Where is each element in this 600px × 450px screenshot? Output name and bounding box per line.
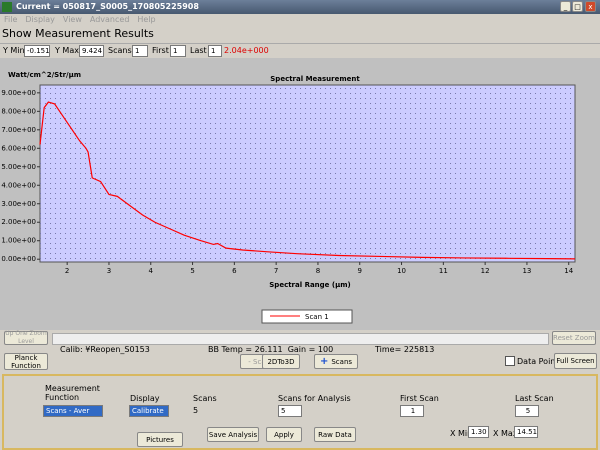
last-scan[interactable]: 5 <box>515 405 539 417</box>
time: Time= 225813 <box>375 345 435 354</box>
label: X Min <box>450 429 473 438</box>
up-zoom[interactable]: Up One Zoom Level <box>4 330 48 345</box>
series-line <box>39 101 576 260</box>
x-tick-label: 6 <box>232 267 237 275</box>
x-tick-label: 5 <box>190 267 194 275</box>
menu-item[interactable]: View <box>62 15 82 24</box>
menu-item[interactable]: Display <box>25 15 55 24</box>
maximize[interactable]: □ <box>572 1 583 12</box>
app-icon <box>2 2 12 12</box>
y-max[interactable]: 9.424 <box>79 45 104 57</box>
plus-scans-label: Scans <box>331 357 353 366</box>
y-min[interactable]: -0.151 <box>24 45 50 57</box>
title-bar <box>0 0 600 14</box>
x-tick-label: 9 <box>358 267 362 275</box>
plot-dots <box>40 85 575 262</box>
legend <box>261 309 353 324</box>
to-3d[interactable]: 2DTo3D <box>262 354 300 369</box>
analysis[interactable]: 5 <box>278 405 302 417</box>
y-tick-label: 1.00e+00 <box>1 237 36 245</box>
x-tick-label: 7 <box>274 267 278 275</box>
calib: Calib: ¥Reopen_S0153 <box>60 345 150 354</box>
x-tick-label: 11 <box>439 267 448 275</box>
label: Scans <box>108 46 132 55</box>
label: Last <box>190 46 207 55</box>
y-tick-label: 5.00e+00 <box>1 163 36 171</box>
first-scan[interactable]: 1 <box>400 405 424 417</box>
label: First Scan <box>400 394 439 403</box>
scans[interactable]: 1 <box>132 45 148 57</box>
reset-zoom[interactable]: Reset Zoom <box>552 331 596 345</box>
y-tick-label: 4.00e+00 <box>1 181 36 189</box>
toolbar <box>0 43 600 59</box>
minimize[interactable]: _ <box>560 1 571 12</box>
data-points: Data Points <box>517 357 563 366</box>
y-label: Watt/cm^2/Str/µm <box>8 71 81 79</box>
menu-bar: File Display View Advanced Help <box>4 15 156 24</box>
y-tick-label: 0.00e+00 <box>1 255 36 263</box>
y-tick-label: 6.00e+00 <box>1 144 36 152</box>
x-tick-label: 2 <box>65 267 69 275</box>
x-min[interactable]: 1.30 <box>468 426 489 438</box>
label: X Max <box>493 429 518 438</box>
chart-title: Spectral Measurement <box>270 75 360 83</box>
x-tick-label: 10 <box>397 267 406 275</box>
x-tick-label: 3 <box>107 267 111 275</box>
x-tick-label: 4 <box>149 267 154 275</box>
planck[interactable]: Planck Function <box>4 353 48 370</box>
last[interactable]: 1 <box>208 45 222 57</box>
menu-item[interactable]: Advanced <box>89 15 130 24</box>
save[interactable]: Save Analysis <box>207 427 259 442</box>
x-max[interactable]: 14.51 <box>514 426 538 438</box>
x-label: Spectral Range (µm) <box>269 281 350 289</box>
x-tick-label: 12 <box>481 267 490 275</box>
scans: 5 <box>193 406 199 415</box>
close[interactable]: x <box>585 1 596 12</box>
window-title: Current = 050817_S0005_170805225908 <box>16 2 199 11</box>
header: Show Measurement Results <box>2 27 154 40</box>
y-tick-label: 3.00e+00 <box>1 200 36 208</box>
first[interactable]: 1 <box>170 45 186 57</box>
legend-label: Scan 1 <box>305 313 329 321</box>
y-tick-label: 7.00e+00 <box>1 126 36 134</box>
y-tick-label: 9.00e+00 <box>1 89 36 97</box>
menu-item[interactable]: File <box>4 15 18 24</box>
scrollbar[interactable] <box>52 333 549 345</box>
label: Scans <box>193 394 217 403</box>
label: Measurement Function <box>45 384 100 402</box>
value: 2.04e+000 <box>224 46 269 55</box>
checkbox[interactable] <box>505 356 515 366</box>
label: Display <box>130 394 160 403</box>
label: Y Max <box>55 46 79 55</box>
raw-data[interactable]: Raw Data <box>314 427 356 442</box>
display-select[interactable]: Calibrate <box>129 405 169 417</box>
x-tick-label: 14 <box>564 267 573 275</box>
x-tick-label: 8 <box>316 267 320 275</box>
label: Last Scan <box>515 394 554 403</box>
bb-temp: BB Temp = 26.111 Gain = 100 <box>208 345 334 354</box>
chart: Watt/cm^2/Str/µm Spectral Measurement Sp… <box>0 58 600 330</box>
label: Y Min <box>3 46 25 55</box>
menu-item[interactable]: Help <box>137 15 156 24</box>
function-select[interactable]: Scans - Aver <box>43 405 103 417</box>
y-tick-label: 8.00e+00 <box>1 107 36 115</box>
x-tick-label: 13 <box>522 267 531 275</box>
plus-scans[interactable]: + Scans <box>314 354 358 369</box>
full-screen[interactable]: Full Screen <box>554 353 597 369</box>
pictures[interactable]: Pictures <box>137 432 183 447</box>
label: First <box>152 46 169 55</box>
y-tick-label: 2.00e+00 <box>1 218 36 226</box>
label: Scans for Analysis <box>278 394 351 403</box>
apply[interactable]: Apply <box>266 427 302 442</box>
